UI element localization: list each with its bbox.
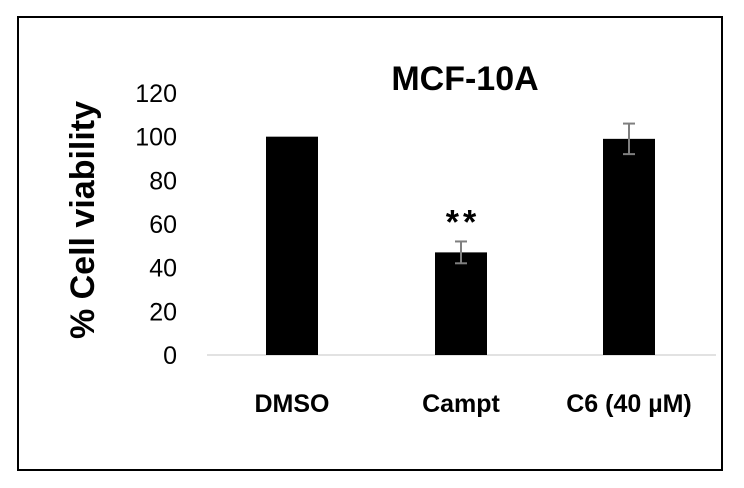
y-tick-label: 20: [149, 298, 177, 326]
y-tick-label: 80: [149, 167, 177, 195]
category-labels: DMSO Campt C6 (40 µM): [255, 390, 692, 418]
error-bar: [623, 122, 635, 156]
y-tick-label: 40: [149, 255, 177, 283]
error-bar: [455, 240, 467, 265]
y-tick-label: 60: [149, 211, 177, 239]
bar: [435, 252, 487, 355]
bar: [603, 138, 655, 355]
bar: [266, 136, 318, 355]
chart-title: MCF-10A: [391, 60, 538, 98]
y-ticks: 0 20 40 60 80 100 120: [135, 80, 177, 370]
category-label: Campt: [422, 390, 500, 418]
bars: **: [266, 122, 655, 355]
category-label: C6 (40 µM): [566, 390, 692, 418]
y-tick-label: 0: [163, 342, 177, 370]
y-tick-label: 120: [135, 80, 177, 108]
significance-marker: **: [446, 203, 480, 241]
y-tick-label: 100: [135, 124, 177, 152]
y-axis-label: % Cell viability: [64, 101, 102, 339]
category-label: DMSO: [255, 390, 330, 418]
